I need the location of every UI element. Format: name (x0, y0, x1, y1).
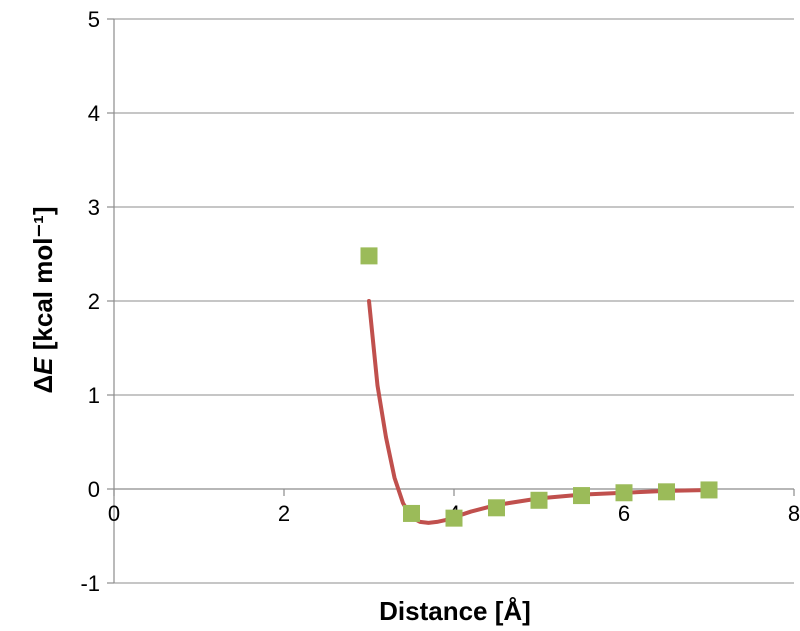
grid-layer (114, 18, 794, 584)
y-axis-title-prefix: Δ (28, 375, 58, 394)
x-tick-label: 0 (108, 501, 120, 526)
data-point (445, 509, 463, 527)
y-tick-label: 2 (88, 289, 100, 314)
x-axis-title: Distance [Å] (379, 596, 531, 626)
x-tick-label: 6 (618, 501, 630, 526)
y-tick-label: 3 (88, 195, 100, 220)
data-point (573, 487, 590, 505)
y-tick-label: 1 (88, 383, 100, 408)
data-point (488, 499, 505, 517)
y-axis-title: ΔE [kcal mol⁻¹] (28, 206, 58, 393)
data-point (403, 504, 420, 522)
data-point (700, 481, 718, 499)
data-point (530, 491, 548, 509)
y-tick-label: 5 (88, 7, 100, 32)
x-tick-label: 8 (788, 501, 800, 526)
data-points-layer (360, 247, 718, 527)
y-axis-title-unit: [kcal mol⁻¹] (28, 206, 58, 357)
data-point (360, 247, 378, 265)
y-tick-label: -1 (80, 571, 100, 596)
y-axis-title-var: E (28, 357, 58, 375)
tick-labels: -101234502468 (80, 7, 800, 596)
y-tick-label: 4 (88, 101, 100, 126)
data-point (658, 483, 675, 501)
data-point (615, 484, 633, 502)
y-tick-label: 0 (88, 477, 100, 502)
x-tick-label: 2 (278, 501, 290, 526)
